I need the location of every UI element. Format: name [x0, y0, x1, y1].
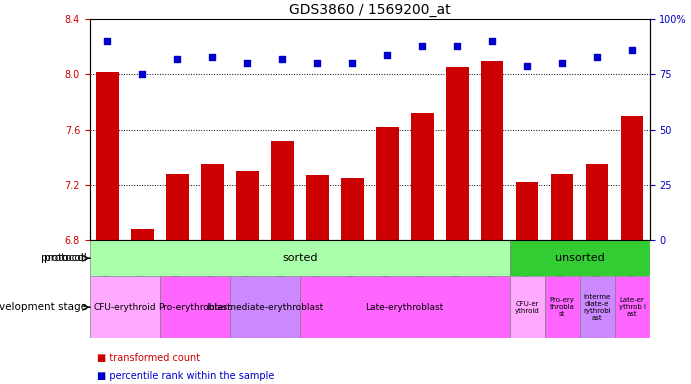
- Bar: [90, 240, 509, 276]
- Bar: [90, 276, 160, 338]
- Point: [522, 63, 533, 69]
- Bar: [580, 276, 614, 338]
- Point: [102, 38, 113, 45]
- Point: [172, 56, 183, 62]
- Text: Late-er
ythrob l
ast: Late-er ythrob l ast: [618, 297, 645, 317]
- Bar: [166, 174, 189, 240]
- Bar: [229, 276, 300, 338]
- Title: GDS3860 / 1569200_at: GDS3860 / 1569200_at: [289, 3, 451, 17]
- Bar: [621, 116, 643, 240]
- Text: ■ transformed count: ■ transformed count: [97, 353, 200, 363]
- Bar: [131, 229, 153, 240]
- Text: unsorted: unsorted: [555, 253, 605, 263]
- Bar: [201, 164, 224, 240]
- Text: Interme
diate-e
rythrobl
ast: Interme diate-e rythrobl ast: [583, 294, 611, 321]
- Point: [137, 71, 148, 78]
- Text: ■ percentile rank within the sample: ■ percentile rank within the sample: [97, 371, 274, 381]
- Point: [452, 43, 463, 49]
- Point: [556, 60, 567, 66]
- Bar: [376, 127, 399, 240]
- Text: sorted: sorted: [282, 253, 317, 263]
- Bar: [410, 113, 433, 240]
- Bar: [446, 68, 468, 240]
- Bar: [96, 72, 119, 240]
- Text: CFU-erythroid: CFU-erythroid: [93, 303, 156, 312]
- Bar: [586, 164, 609, 240]
- Bar: [481, 61, 504, 240]
- Point: [207, 54, 218, 60]
- Point: [627, 47, 638, 53]
- Text: Pro-erythroblast: Pro-erythroblast: [158, 303, 231, 312]
- Bar: [236, 171, 258, 240]
- Point: [347, 60, 358, 66]
- Bar: [300, 276, 509, 338]
- Text: Late-erythroblast: Late-erythroblast: [366, 303, 444, 312]
- Bar: [515, 182, 538, 240]
- Text: Pro-ery
throbla
st: Pro-ery throbla st: [549, 297, 574, 317]
- Bar: [341, 178, 363, 240]
- Text: protocol: protocol: [41, 253, 84, 263]
- Text: Intermediate-erythroblast: Intermediate-erythroblast: [206, 303, 323, 312]
- Text: protocol: protocol: [44, 253, 87, 263]
- Point: [486, 38, 498, 45]
- Bar: [551, 174, 574, 240]
- Point: [312, 60, 323, 66]
- Text: CFU-er
ythroid: CFU-er ythroid: [515, 301, 540, 314]
- Point: [417, 43, 428, 49]
- Bar: [306, 175, 329, 240]
- Point: [242, 60, 253, 66]
- Point: [591, 54, 603, 60]
- Bar: [509, 276, 545, 338]
- Bar: [160, 276, 229, 338]
- Text: development stage: development stage: [0, 302, 87, 312]
- Point: [276, 56, 287, 62]
- Point: [381, 51, 392, 58]
- Bar: [509, 240, 650, 276]
- Bar: [545, 276, 580, 338]
- Bar: [614, 276, 650, 338]
- Bar: [271, 141, 294, 240]
